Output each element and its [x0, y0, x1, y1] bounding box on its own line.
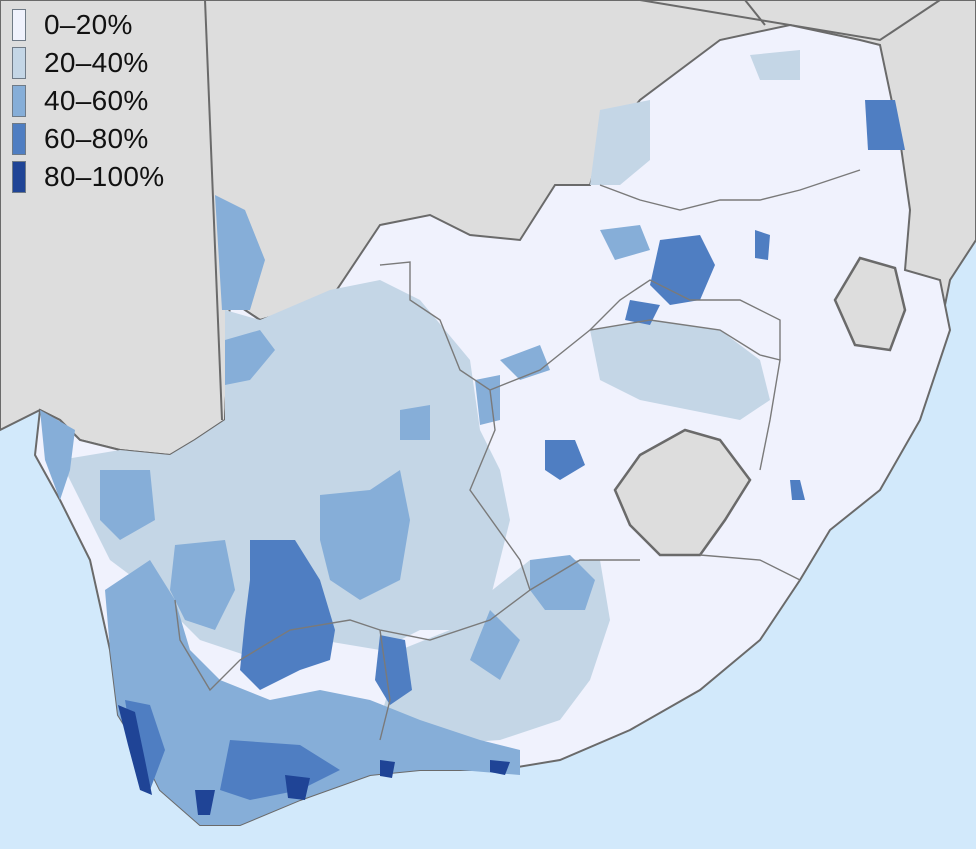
legend-swatch	[12, 123, 26, 155]
region-20-40-north	[590, 50, 800, 420]
legend: 0–20% 20–40% 40–60% 60–80% 80–100%	[12, 6, 164, 196]
region-40-60-central	[170, 405, 430, 630]
region-40-60-southwest	[105, 560, 520, 825]
eswatini	[833, 256, 907, 352]
provincial-boundaries	[174, 169, 861, 741]
region-60-80-northeast	[865, 100, 905, 150]
legend-item: 60–80%	[12, 120, 164, 158]
legend-item: 80–100%	[12, 158, 164, 196]
legend-swatch	[12, 47, 26, 79]
legend-item: 0–20%	[12, 6, 164, 44]
legend-label: 20–40%	[44, 47, 149, 78]
region-60-80-freestate	[545, 440, 585, 480]
region-40-60-westcoast	[40, 410, 155, 540]
legend-label: 0–20%	[44, 9, 133, 40]
legend-item: 40–60%	[12, 82, 164, 120]
region-60-80-karoo-east	[375, 635, 412, 705]
legend-label: 60–80%	[44, 123, 149, 154]
region-40-60-gauteng	[475, 225, 650, 425]
legend-swatch	[12, 85, 26, 117]
region-40-60-eastcape	[470, 555, 595, 680]
legend-item: 20–40%	[12, 44, 164, 82]
legend-label: 80–100%	[44, 161, 165, 192]
region-40-60-northwest	[215, 195, 275, 385]
region-80-100-capetown	[118, 705, 152, 795]
legend-swatch	[12, 9, 26, 41]
lesotho	[613, 428, 752, 557]
region-60-80-central-karoo	[240, 540, 335, 690]
region-60-80-southcoast	[125, 700, 340, 800]
region-60-80-gauteng	[625, 230, 805, 500]
neighbor-border-line	[204, 0, 941, 421]
legend-swatch	[12, 161, 26, 193]
legend-label: 40–60%	[44, 85, 149, 116]
